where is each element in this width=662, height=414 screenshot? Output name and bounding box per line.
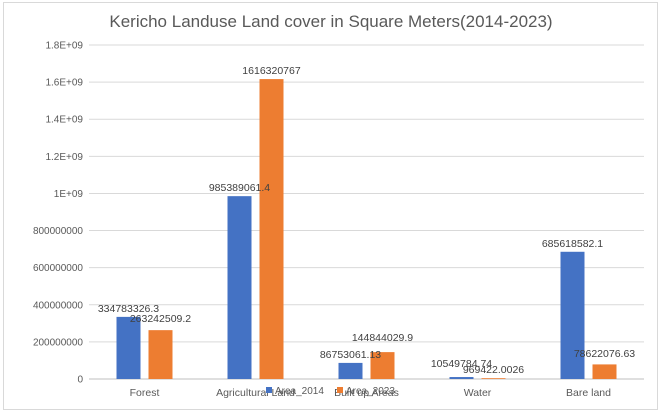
data-label: 985389061.4 — [209, 182, 270, 194]
y-tick-label: 0 — [77, 375, 83, 386]
data-label: 685618582.1 — [542, 238, 603, 250]
bar-area-2014 — [338, 362, 363, 379]
bar-area-2023 — [148, 330, 173, 379]
bar-area-2014 — [560, 251, 585, 379]
data-label: 86753061.13 — [320, 349, 381, 361]
category-label: Forest — [130, 387, 160, 399]
bar-area-2014 — [227, 196, 252, 379]
y-tick-label: 200000000 — [33, 337, 83, 348]
data-label: 334783326.3 — [98, 303, 159, 315]
category-label: Bare land — [566, 387, 611, 399]
bar-area-2023 — [370, 352, 395, 379]
y-tick-label: 1.8E+09 — [45, 41, 83, 52]
legend-entry: Area_2023 — [346, 386, 395, 397]
chart-title: Kericho Landuse Land cover in Square Met… — [109, 12, 552, 31]
bar-area-2023 — [592, 364, 617, 379]
y-tick-label: 800000000 — [33, 226, 83, 237]
data-label: 78622076.63 — [574, 348, 635, 360]
data-label: 969422.0026 — [463, 364, 524, 376]
bar-chart: Kericho Landuse Land cover in Square Met… — [33, 12, 644, 399]
y-tick-label: 400000000 — [33, 300, 83, 311]
category-label: Water — [464, 387, 492, 399]
chart-frame: Kericho Landuse Land cover in Square Met… — [3, 2, 658, 410]
data-label: 1616320767 — [242, 65, 301, 77]
y-tick-label: 1.4E+09 — [45, 115, 83, 126]
bar-area-2014 — [116, 316, 141, 379]
category-labels: Forest Agricultural Land Built up Areas Wat… — [130, 387, 612, 399]
category-label: Agricultural Land — [216, 387, 295, 399]
y-tick-label: 1.2E+09 — [45, 152, 83, 163]
legend: Area_2014 Area_2023 — [266, 386, 395, 397]
legend-swatch — [337, 387, 343, 393]
data-label: 10549784.74 — [431, 358, 492, 370]
data-label: 144844029.9 — [352, 332, 413, 344]
bars — [116, 79, 617, 379]
y-tick-label: 600000000 — [33, 263, 83, 274]
bar-area-2014 — [449, 377, 474, 379]
y-axis-ticks: 0 200000000 400000000 600000000 800000000 1E+… — [33, 41, 84, 386]
gridlines — [89, 44, 644, 380]
bar-area-2023 — [259, 79, 284, 379]
data-label: 263242509.2 — [130, 313, 191, 325]
bar-area-2023 — [481, 378, 506, 379]
category-label: Built up Areas — [334, 387, 399, 399]
legend-swatch — [266, 387, 272, 393]
legend-entry: Area_2014 — [275, 386, 324, 397]
y-tick-label: 1E+09 — [54, 189, 84, 200]
y-tick-label: 1.6E+09 — [45, 78, 83, 89]
